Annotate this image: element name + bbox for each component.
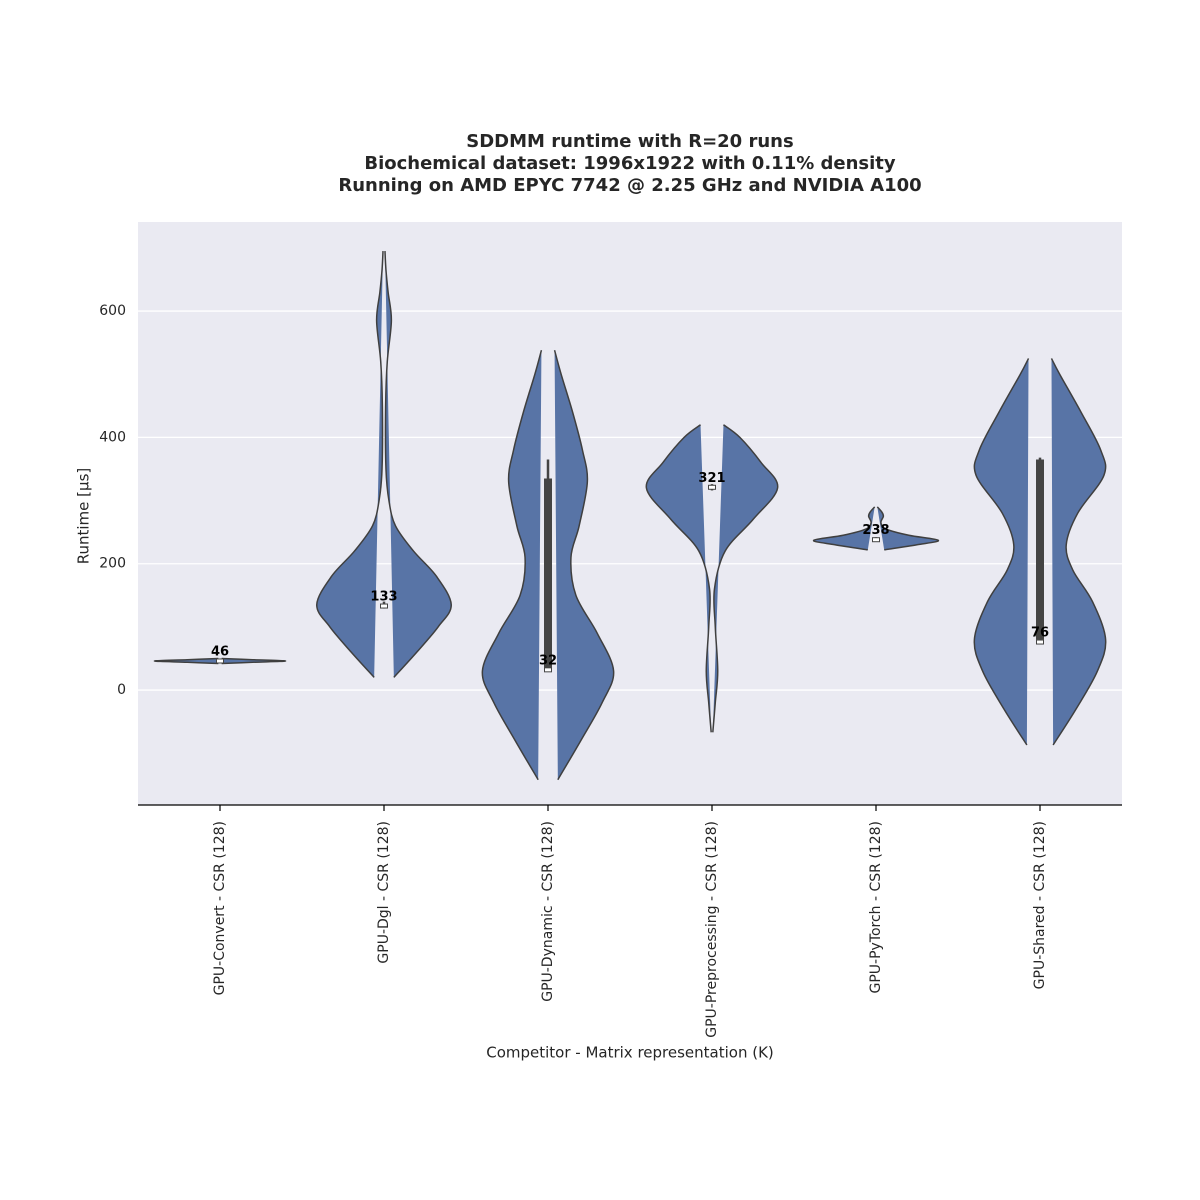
median-marker [216, 658, 224, 664]
y-tick-label: 200 [99, 556, 126, 572]
median-marker [872, 537, 880, 543]
chart-title: Biochemical dataset: 1996x1922 with 0.11… [364, 153, 896, 174]
median-marker [1036, 639, 1044, 645]
violin-half [481, 350, 543, 781]
y-tick-label: 400 [99, 429, 126, 445]
grid [138, 310, 1122, 691]
median-label: 321 [698, 471, 725, 486]
violin-half [316, 251, 384, 678]
chart-title: SDDMM runtime with R=20 runs [466, 131, 793, 152]
median-label: 76 [1031, 626, 1049, 641]
y-tick-label: 600 [99, 303, 126, 319]
median-label: 32 [539, 653, 557, 668]
violin-half [973, 358, 1030, 746]
plot-area [138, 222, 1122, 805]
violins: 46 133 32 321 238 76 [153, 251, 1107, 781]
median-label: 238 [862, 523, 889, 538]
y-axis-label: Runtime [µs] [75, 468, 93, 564]
x-tick-label: GPU-PyTorch - CSR (128) [868, 821, 884, 994]
violin-half [876, 506, 940, 551]
violin-half [384, 251, 452, 678]
violin-half [221, 657, 287, 665]
violin-half [645, 424, 712, 733]
y-tick-label: 0 [117, 682, 126, 698]
median-marker [708, 484, 716, 490]
median-label: 133 [370, 590, 397, 605]
violin-half [812, 506, 876, 551]
median-marker [380, 603, 388, 609]
violin-half [1050, 358, 1107, 746]
x-tick-label: GPU-Dynamic - CSR (128) [540, 821, 556, 1002]
violin-half [553, 350, 615, 781]
violin-half [712, 424, 779, 733]
median-label: 46 [211, 644, 229, 659]
x-tick-label: GPU-Shared - CSR (128) [1032, 821, 1048, 989]
x-axis-label: Competitor - Matrix representation (K) [486, 1044, 774, 1062]
x-tick-label: GPU-Convert - CSR (128) [212, 821, 228, 995]
chart-title: Running on AMD EPYC 7742 @ 2.25 GHz and … [338, 175, 921, 196]
x-tick-label: GPU-Dgl - CSR (128) [376, 821, 392, 964]
violin-half [153, 657, 219, 665]
x-tick-label: GPU-Preprocessing - CSR (128) [704, 821, 720, 1038]
median-marker [544, 667, 552, 673]
